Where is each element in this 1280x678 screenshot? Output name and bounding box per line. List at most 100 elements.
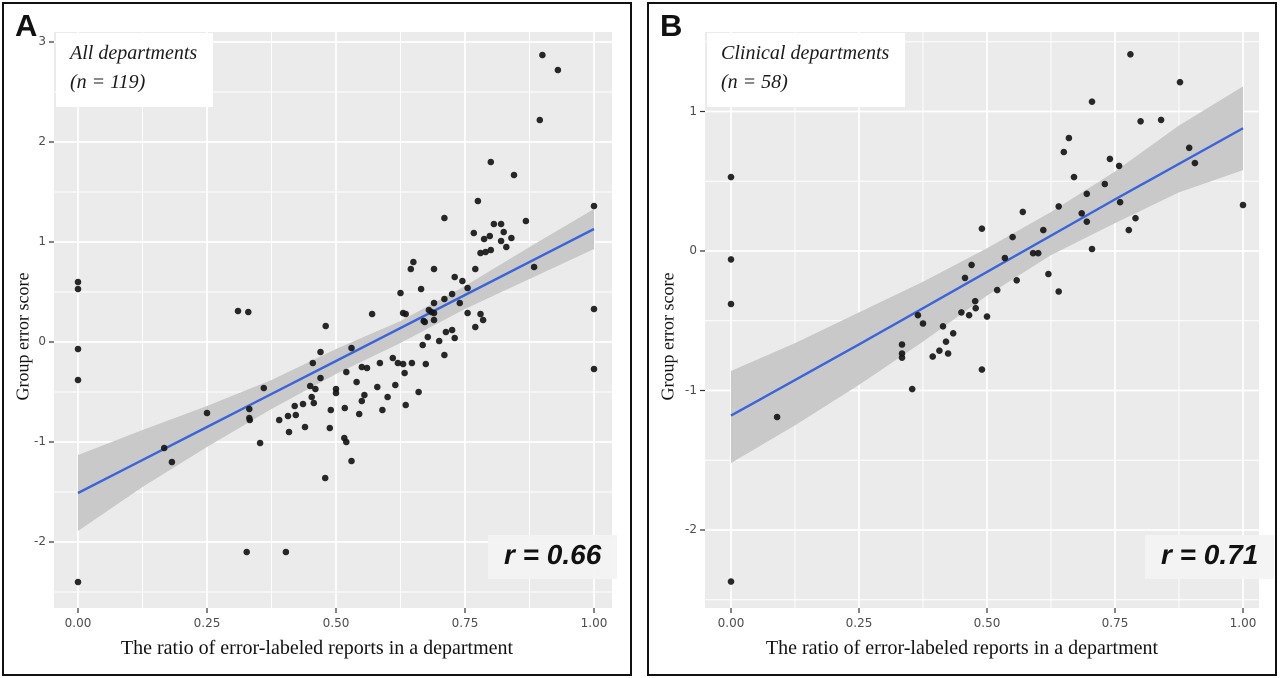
data-point [942, 338, 950, 346]
data-point [424, 333, 432, 341]
data-point [939, 323, 947, 330]
data-point [74, 345, 82, 353]
data-point [936, 347, 943, 355]
data-point [361, 391, 368, 399]
panel-b-letter: B [660, 8, 683, 43]
data-point [1083, 218, 1091, 225]
data-point [355, 410, 363, 418]
x-tick-label: 0.00 [717, 616, 745, 630]
x-tick-label: 0.75 [451, 616, 479, 630]
data-point [978, 366, 986, 373]
data-point [1083, 190, 1091, 198]
data-point [421, 318, 429, 326]
data-point [727, 578, 735, 585]
data-point [341, 404, 349, 412]
data-point [958, 309, 965, 316]
data-point [317, 348, 324, 356]
data-point [456, 299, 464, 307]
data-point [358, 363, 366, 371]
data-point [1191, 159, 1199, 167]
data-point [435, 337, 443, 345]
correlation-label-a: r = 0.66 [488, 535, 618, 579]
data-point [500, 228, 508, 236]
data-point [971, 297, 979, 305]
data-point [246, 405, 253, 413]
data-point [397, 289, 404, 297]
data-point [490, 220, 498, 228]
panel-b: B Clinical departments (n = 58) r = 0.71… [647, 2, 1277, 676]
data-point [394, 359, 402, 367]
data-point [327, 406, 335, 414]
data-point [474, 197, 482, 205]
data-point [590, 365, 598, 373]
data-point [291, 402, 299, 410]
data-point [245, 308, 252, 316]
data-point [1088, 245, 1096, 253]
data-point [464, 284, 471, 292]
data-point [430, 265, 438, 273]
annotation-n: (n = 119) [70, 71, 146, 93]
data-point [530, 263, 538, 271]
data-point [308, 393, 316, 401]
data-point [908, 385, 916, 393]
data-point [374, 383, 381, 391]
data-point [430, 299, 438, 307]
y-tick-label: 3 [38, 34, 46, 48]
data-point [590, 305, 598, 313]
data-point [332, 389, 340, 397]
plot-background [705, 32, 1259, 608]
data-point [944, 350, 952, 357]
data-point [965, 311, 973, 319]
data-point [415, 388, 422, 396]
data-point [168, 458, 176, 466]
y-tick-label: 0 [38, 334, 46, 348]
regression-line [730, 127, 1244, 417]
data-point [1106, 155, 1114, 163]
data-point [727, 300, 735, 308]
data-point [1055, 288, 1062, 295]
data-point [451, 334, 459, 342]
data-point [1009, 233, 1016, 241]
data-point [301, 423, 309, 431]
data-point [312, 385, 319, 393]
data-point [392, 381, 399, 389]
x-tick-label: 0.00 [64, 616, 92, 630]
data-point [410, 258, 417, 266]
data-point [442, 328, 450, 336]
data-point [260, 384, 268, 392]
data-point [1157, 116, 1165, 124]
data-point [376, 359, 384, 367]
data-point [1060, 148, 1068, 156]
data-point [472, 265, 479, 273]
data-point [243, 548, 250, 556]
data-point [348, 457, 355, 465]
data-point [306, 382, 314, 390]
data-point [482, 248, 489, 256]
annotation-box-a: All departments (n = 119) [56, 33, 214, 107]
data-point [1045, 270, 1052, 278]
y-tick-label: -2 [34, 534, 46, 548]
confidence-band [731, 86, 1243, 464]
correlation-label-b: r = 0.71 [1145, 535, 1275, 579]
data-point [477, 310, 484, 318]
y-tick-label: 0 [689, 243, 697, 257]
x-tick-label: 0.50 [973, 616, 1001, 630]
y-tick-label: 1 [689, 103, 697, 118]
y-tick-label: -2 [685, 522, 697, 536]
data-point [203, 409, 211, 417]
data-point [479, 316, 487, 324]
data-point [1132, 214, 1139, 222]
panel-a-letter: A [15, 8, 38, 43]
data-point [407, 265, 415, 273]
data-point [1176, 78, 1184, 86]
data-point [1088, 98, 1096, 105]
x-tick-label: 0.50 [322, 616, 350, 630]
y-tick-label: -1 [34, 434, 46, 448]
data-point [773, 413, 781, 421]
data-point [727, 173, 735, 181]
data-point [430, 309, 438, 317]
data-point [402, 401, 410, 409]
data-point [993, 286, 1001, 294]
data-point [299, 400, 307, 408]
x-tick-label: 0.75 [1101, 616, 1129, 630]
